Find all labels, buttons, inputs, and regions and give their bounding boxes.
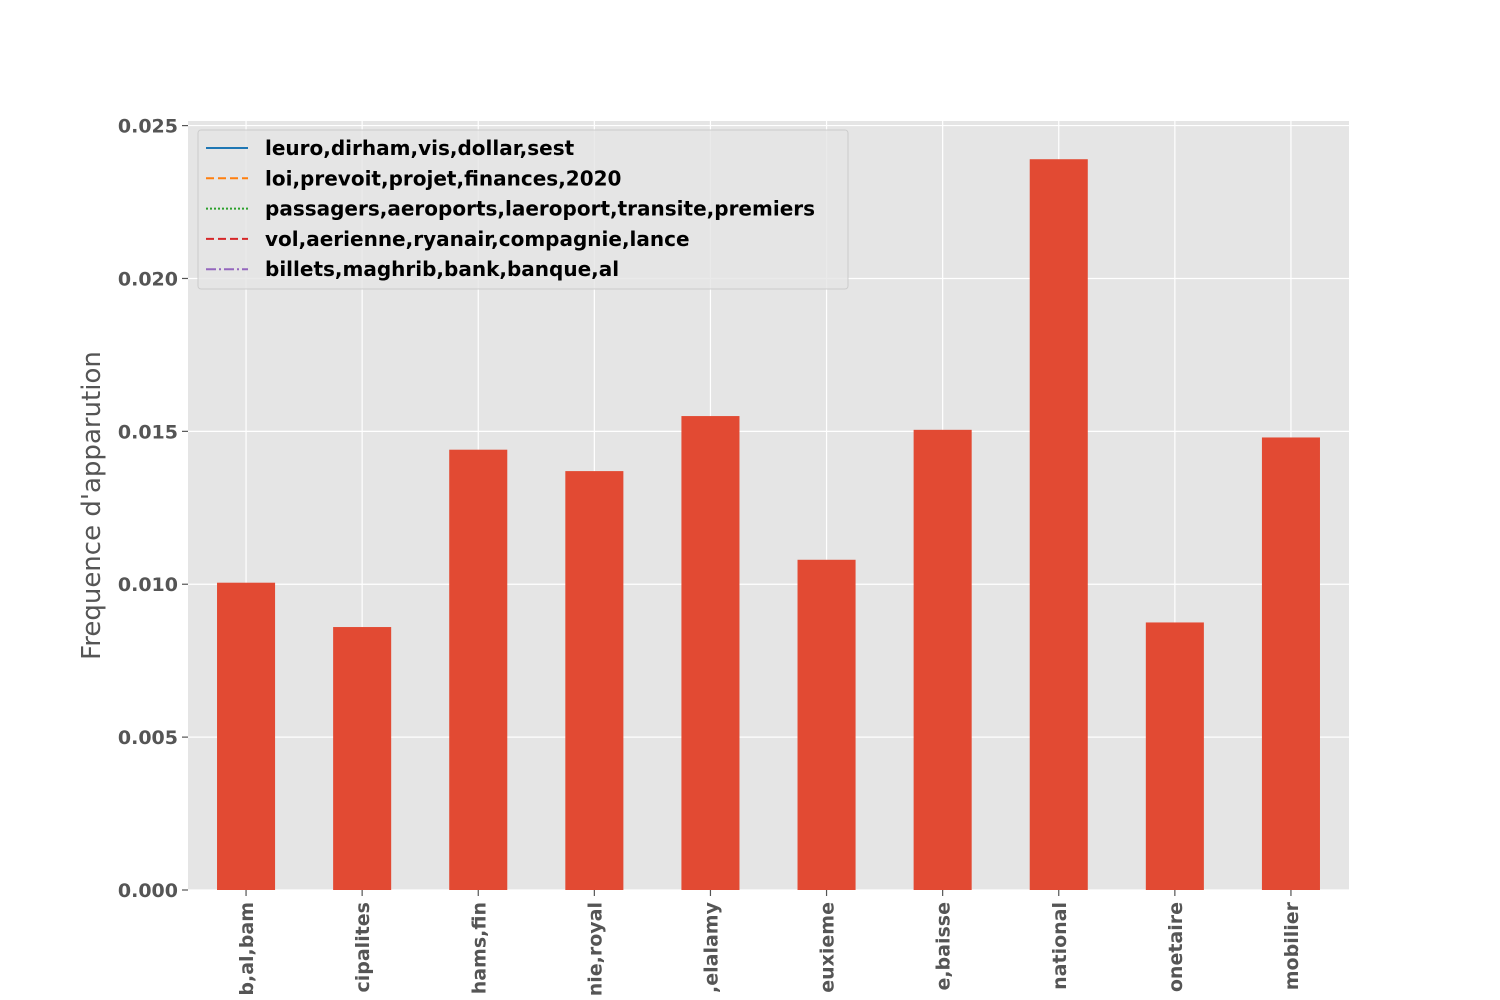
legend-entry-label: vol,aerienne,ryanair,compagnie,lance [265,227,690,251]
legend: leuro,dirham,vis,dollar,sest loi,prevoit,… [197,129,849,290]
y-tick-label: 0.015 [118,421,178,443]
x-tick-label: nie,royal [584,902,606,996]
x-tick-label: ,elalamy [700,901,722,993]
x-tick-label: onetaire [1165,902,1187,992]
bar [565,471,624,890]
y-tick-label: 0.020 [118,268,178,290]
y-axis-label: Frequence d'apparution [77,351,107,660]
x-tick-label: euxieme [817,902,839,993]
y-tick-label: 0.005 [118,727,178,749]
bar [681,416,740,890]
legend-entry-label: leuro,dirham,vis,dollar,sest [265,136,575,160]
y-axis: 0.000 0.005 0.010 0.015 0.020 0.025 [118,116,188,902]
legend-entry-label: billets,maghrib,bank,banque,al [265,257,619,281]
y-tick-label: 0.010 [118,574,178,596]
y-tick-label: 0.025 [118,116,178,138]
bar [913,429,972,890]
legend-entry-label: passagers,aeroports,laeroport,transite,p… [265,197,815,221]
bar [1261,437,1320,890]
bar [1145,622,1204,890]
bar [1029,159,1088,890]
x-tick-label: b,al,bam [236,902,258,996]
x-axis: b,al,bam cipalites hams,fin nie,royal ,elala… [236,890,1303,996]
x-tick-label: hams,fin [468,902,490,994]
x-tick-label: cipalites [352,902,374,993]
bar [333,627,392,890]
bar [217,582,276,890]
legend-entry-label: loi,prevoit,projet,finances,2020 [265,166,621,190]
bars [217,159,1320,890]
legend-box [197,129,849,290]
bar [797,559,856,890]
x-tick-label: national [1049,902,1071,990]
x-tick-label: e,baisse [933,902,955,991]
y-tick-label: 0.000 [118,880,178,902]
x-tick-label: mobilier [1281,901,1303,990]
bar [449,449,508,890]
